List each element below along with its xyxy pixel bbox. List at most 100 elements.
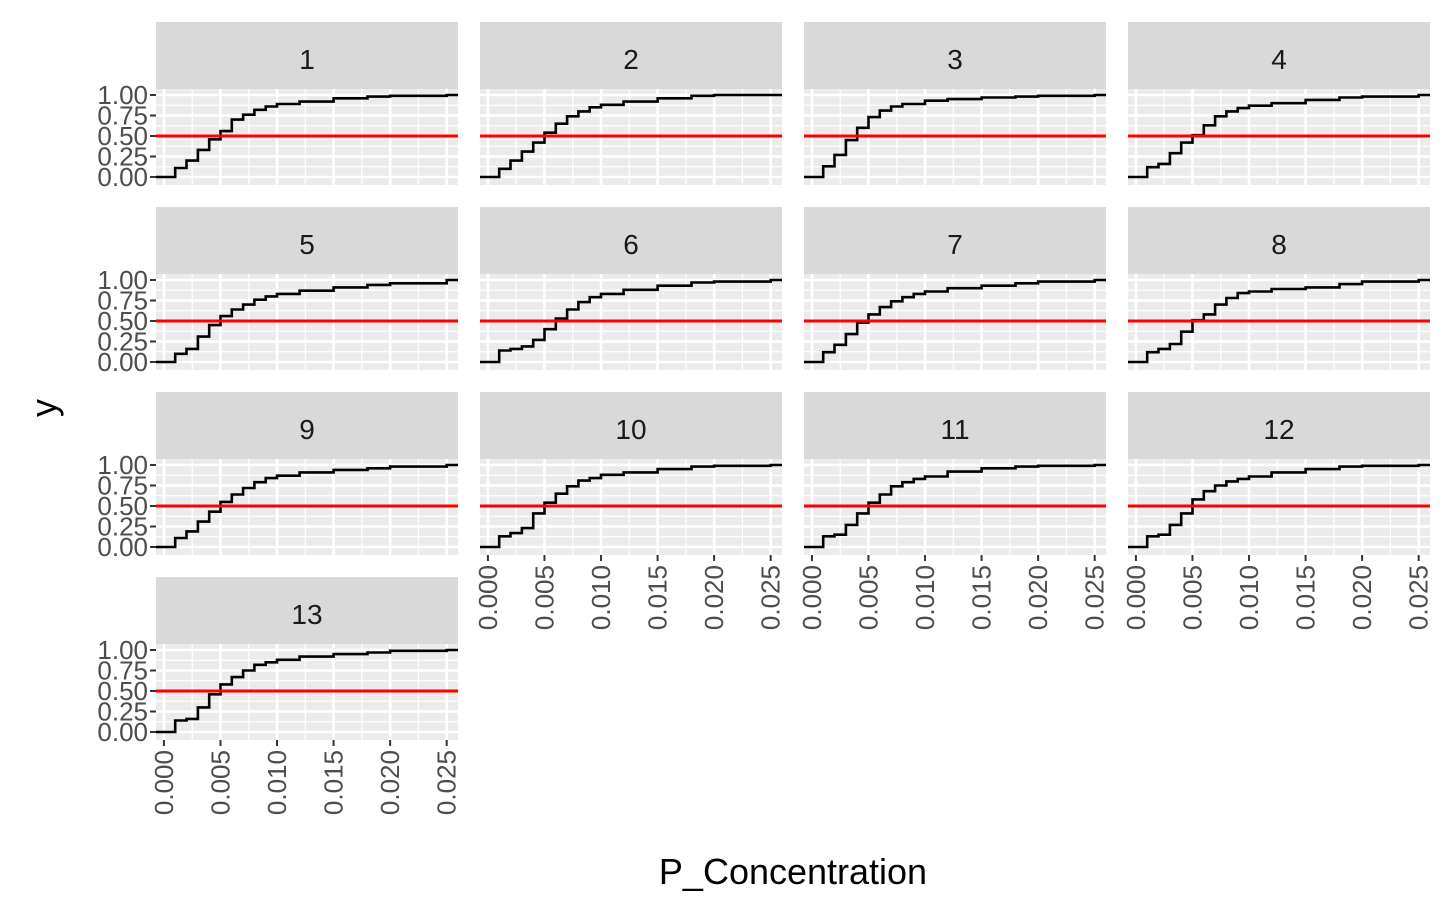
facet-strip-label: 9 — [299, 414, 315, 445]
facet-strip-label: 12 — [1263, 414, 1294, 445]
facet-strip — [156, 577, 458, 644]
x-axis-title: P_Concentration — [659, 851, 927, 892]
facet-strip-label: 6 — [623, 229, 639, 260]
y-tick-label: 0.50 — [97, 121, 148, 151]
facet-panel-13: 13 0.000.250.500.751.00 0.000 0.005 0.010 0.0… — [97, 577, 462, 815]
y-tick-label: 0.00 — [97, 347, 148, 377]
facet-strip — [1128, 22, 1430, 89]
facet-strip-label: 10 — [615, 414, 646, 445]
ecdf-line — [156, 463, 458, 549]
x-tick-label: 0.005 — [1177, 565, 1207, 630]
y-tick-label: 0.25 — [97, 327, 148, 357]
x-tick-label: 0.000 — [797, 565, 827, 630]
x-tick-label: 0.020 — [1347, 565, 1377, 630]
facet-strip-label: 8 — [1271, 229, 1287, 260]
facet-strip — [804, 22, 1106, 89]
y-tick-label: 0.50 — [97, 491, 148, 521]
ecdf-line — [156, 278, 458, 364]
facet-panel-2: 2 — [480, 22, 782, 185]
x-tick-label: 0.020 — [375, 750, 405, 815]
facet-strip — [480, 207, 782, 274]
ecdf-line — [804, 93, 1106, 179]
x-tick-label: 0.015 — [967, 565, 997, 630]
x-tick-label: 0.025 — [1080, 565, 1110, 630]
x-tick-label: 0.010 — [262, 750, 292, 815]
x-tick-label: 0.025 — [1404, 565, 1434, 630]
facet-strip-label: 11 — [940, 414, 969, 445]
ecdf-line — [1128, 278, 1430, 364]
y-tick-label: 0.00 — [97, 717, 148, 747]
x-tick-label: 0.005 — [205, 750, 235, 815]
ecdf-line — [156, 648, 458, 734]
facet-strip — [156, 392, 458, 459]
facet-panel-7: 7 — [804, 207, 1106, 370]
facet-panel-4: 4 — [1128, 22, 1430, 185]
y-tick-label: 0.25 — [97, 142, 148, 172]
y-tick-label: 0.00 — [97, 162, 148, 192]
x-tick-label: 0.000 — [1121, 565, 1151, 630]
ecdf-line — [1128, 463, 1430, 549]
facet-strip — [156, 22, 458, 89]
y-tick-label: 0.50 — [97, 306, 148, 336]
facet-panel-12: 12 0.000 0.005 0.010 0.015 0.020 0.025 — [1121, 392, 1434, 630]
ecdf-line — [1128, 93, 1430, 179]
x-tick-label: 0.010 — [1234, 565, 1264, 630]
facet-strip-label: 4 — [1271, 44, 1287, 75]
y-tick-label: 1.00 — [97, 450, 148, 480]
y-tick-label: 0.25 — [97, 512, 148, 542]
facet-panels: 10.000.250.500.751.002 3 450.000.250.500.7… — [97, 22, 1434, 815]
facet-strip — [480, 392, 782, 459]
facet-strip-label: 13 — [291, 599, 322, 630]
ecdf-line — [480, 463, 782, 549]
y-tick-label: 0.50 — [97, 676, 148, 706]
y-tick-label: 1.00 — [97, 80, 148, 110]
x-tick-label: 0.000 — [149, 750, 179, 815]
x-tick-label: 0.010 — [910, 565, 940, 630]
x-tick-label: 0.020 — [1023, 565, 1053, 630]
facet-panel-3: 3 — [804, 22, 1106, 185]
facet-panel-5: 5 0.000.250.500.751.00 — [97, 207, 458, 377]
ecdf-line — [480, 278, 782, 364]
y-axis-title: y — [23, 399, 64, 417]
x-tick-label: 0.015 — [643, 565, 673, 630]
facet-strip-label: 3 — [947, 44, 963, 75]
y-tick-label: 0.25 — [97, 697, 148, 727]
ecdf-line — [156, 93, 458, 179]
facet-panel-6: 6 — [480, 207, 782, 370]
facet-strip-label: 2 — [623, 44, 639, 75]
y-tick-label: 0.75 — [97, 101, 148, 131]
facet-strip — [1128, 392, 1430, 459]
ecdf-line — [480, 93, 782, 179]
facet-strip — [804, 392, 1106, 459]
x-tick-label: 0.000 — [473, 565, 503, 630]
facet-panel-8: 8 — [1128, 207, 1430, 370]
facet-strip-label: 5 — [299, 229, 315, 260]
y-tick-label: 0.75 — [97, 471, 148, 501]
y-tick-label: 1.00 — [97, 635, 148, 665]
facet-panel-10: 10 0.000 0.005 0.010 0.015 0.020 0.025 — [473, 392, 786, 630]
x-tick-label: 0.005 — [853, 565, 883, 630]
ecdf-line — [804, 278, 1106, 364]
x-tick-label: 0.010 — [586, 565, 616, 630]
facet-strip — [156, 207, 458, 274]
facet-panel-11: 11 0.000 0.005 0.010 0.015 0.020 0.025 — [797, 392, 1110, 630]
ecdf-line — [804, 463, 1106, 549]
x-tick-label: 0.005 — [529, 565, 559, 630]
y-tick-label: 0.75 — [97, 286, 148, 316]
facet-strip-label: 1 — [299, 44, 315, 75]
facet-panel-1: 1 0.000.250.500.751.00 — [97, 22, 458, 192]
x-tick-label: 0.025 — [432, 750, 462, 815]
x-tick-label: 0.015 — [319, 750, 349, 815]
facet-strip — [480, 22, 782, 89]
x-tick-label: 0.020 — [699, 565, 729, 630]
y-tick-label: 1.00 — [97, 265, 148, 295]
y-tick-label: 0.75 — [97, 656, 148, 686]
x-tick-label: 0.015 — [1291, 565, 1321, 630]
facet-panel-9: 9 0.000.250.500.751.00 — [97, 392, 458, 562]
y-tick-label: 0.00 — [97, 532, 148, 562]
facet-strip — [1128, 207, 1430, 274]
x-tick-label: 0.025 — [756, 565, 786, 630]
facet-strip — [804, 207, 1106, 274]
facet-strip-label: 7 — [947, 229, 963, 260]
